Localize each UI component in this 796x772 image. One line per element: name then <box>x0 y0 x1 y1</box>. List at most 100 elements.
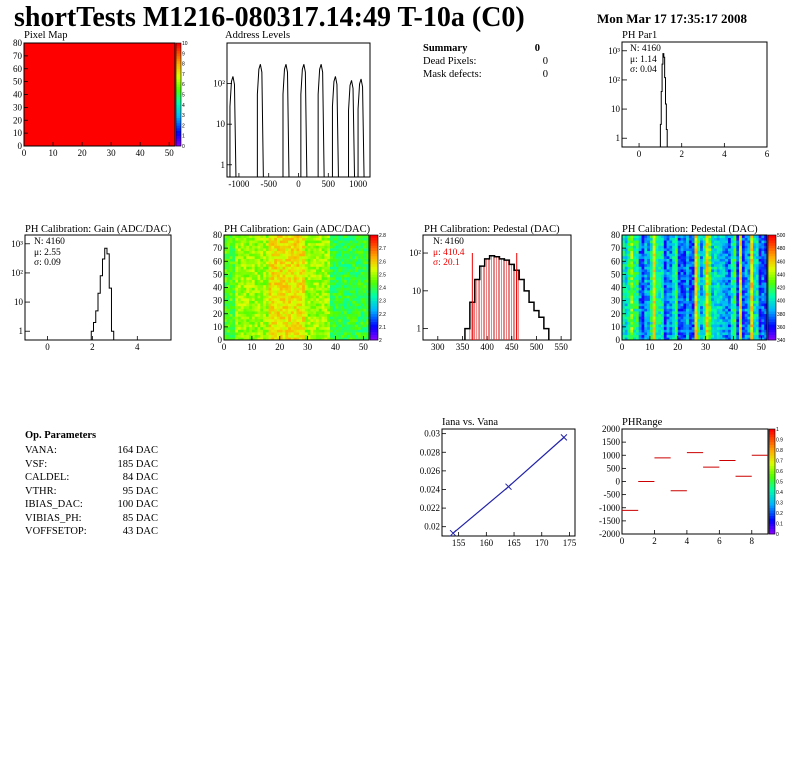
gain-map-cell <box>310 321 314 325</box>
pedestal-map-cell <box>719 258 723 262</box>
pedestal-map-cell <box>758 290 762 294</box>
pedestal-map-cell <box>649 316 653 320</box>
gain-map-cell <box>271 277 275 280</box>
gain-map-cell <box>366 316 370 320</box>
pedestal-map-cell <box>680 287 684 291</box>
pedestal-map-cell <box>661 274 665 278</box>
pedestal-map-cell <box>741 250 745 254</box>
gain-map-cell <box>332 292 336 296</box>
palette-band <box>176 125 181 129</box>
gain-map-cell <box>254 235 258 238</box>
pedestal-map-cell <box>719 332 723 336</box>
gain-map-cell <box>335 292 339 296</box>
pedestal-map-cell <box>694 245 698 249</box>
gain-map-cell <box>224 263 228 267</box>
pedestal-map-cell <box>649 282 653 286</box>
gain-map-cell <box>224 329 228 333</box>
pedestal-map-cell <box>711 261 715 265</box>
pedestal-map-cell <box>694 316 698 320</box>
gain-map-cell <box>254 290 258 294</box>
pedestal-map-cell <box>747 250 751 254</box>
pedestal-map-cell <box>722 292 726 296</box>
gain-map-cell <box>363 263 367 267</box>
gain-map-cell <box>237 279 242 283</box>
gain-map-cell <box>299 300 303 304</box>
gain-map-cell <box>249 298 253 301</box>
pedestal-map-cell <box>702 263 706 267</box>
y-tick-label: 10 <box>13 128 23 138</box>
gain-map-cell <box>296 324 300 328</box>
gain-map-cell <box>307 316 311 320</box>
pedestal-map-cell <box>661 298 665 301</box>
gain-map-cell <box>307 332 311 336</box>
gain-map-cell <box>282 305 286 309</box>
pedestal-map-cell <box>744 274 748 278</box>
pedestal-map-cell <box>633 256 637 259</box>
gain-map-cell <box>279 277 283 280</box>
gain-map-cell <box>346 308 350 312</box>
gain-map-cell <box>226 274 230 278</box>
pedestal-map-cell <box>655 242 659 246</box>
palette-band <box>768 256 776 259</box>
pedestal-map-cell <box>661 313 665 317</box>
pedestal-map-cell <box>641 290 645 294</box>
gain-map-cell <box>304 313 308 317</box>
palette-band <box>370 250 378 254</box>
gain-map-cell <box>246 319 250 322</box>
gain-map-cell <box>249 319 253 322</box>
pedestal-map-cell <box>736 311 740 315</box>
gain-map-cell <box>237 242 242 246</box>
gain-map-cell <box>327 263 331 267</box>
pedestal-map-cell <box>674 242 679 246</box>
gain-map-cell <box>296 284 300 288</box>
gain-map-cell <box>260 292 264 296</box>
pedestal-map-cell <box>655 308 659 312</box>
pedestal-map-cell <box>622 256 626 259</box>
gain-map-cell <box>279 269 283 273</box>
gain-map-cell <box>346 235 350 238</box>
gain-map-cell <box>293 271 297 275</box>
gain-map-cell <box>332 271 336 275</box>
gain-map-cell <box>310 235 314 238</box>
gain-map-cell <box>313 290 317 294</box>
gain-map-cell <box>343 271 347 275</box>
y-tick-label: 10 <box>216 119 226 129</box>
pedestal-map-cell <box>622 245 626 249</box>
gain-map-cell <box>240 324 244 328</box>
pedestal-map-cell <box>697 326 701 330</box>
palette-band <box>769 450 775 453</box>
pedestal-map-cell <box>649 269 653 273</box>
pedestal-map-cell <box>741 316 745 320</box>
gain-map-cell <box>299 303 303 307</box>
gain-map-cell <box>254 248 258 252</box>
pedestal-map-cell <box>661 248 665 252</box>
gain-map-cell <box>327 271 331 275</box>
gain-map-cell <box>226 326 230 330</box>
gain-map-cell <box>307 277 311 280</box>
pedestal-map-cell <box>694 332 698 336</box>
x-tick-label: 1000 <box>349 179 368 189</box>
iana-vana-point <box>449 529 457 537</box>
pedestal-map-cell <box>755 256 759 259</box>
pedestal-map-cell <box>725 279 729 283</box>
pedestal-map-cell <box>661 237 665 241</box>
gain-map-cell <box>288 271 292 275</box>
pedestal-map-cell <box>719 271 723 275</box>
pedestal-map-cell <box>730 242 734 246</box>
pedestal-map-cell <box>714 303 718 307</box>
gain-map-cell <box>243 332 247 336</box>
pedestal-map-cell <box>677 332 681 336</box>
pedestal-map-cell <box>661 311 665 315</box>
palette-label: 0.3 <box>776 501 783 507</box>
pedestal-map-cell <box>688 298 693 301</box>
gain-map-cell <box>263 245 267 249</box>
gain-map-cell <box>263 321 267 325</box>
gain-map-cell <box>332 266 336 270</box>
pedestal-map-cell <box>702 292 706 296</box>
pedestal-map-cell <box>683 337 687 341</box>
gain-map-cell <box>310 334 314 338</box>
gain-map-cell <box>271 242 275 246</box>
pedestal-map-cell <box>739 324 743 328</box>
pedestal-map-cell <box>700 332 704 336</box>
pedestal-map-cell <box>753 319 757 322</box>
